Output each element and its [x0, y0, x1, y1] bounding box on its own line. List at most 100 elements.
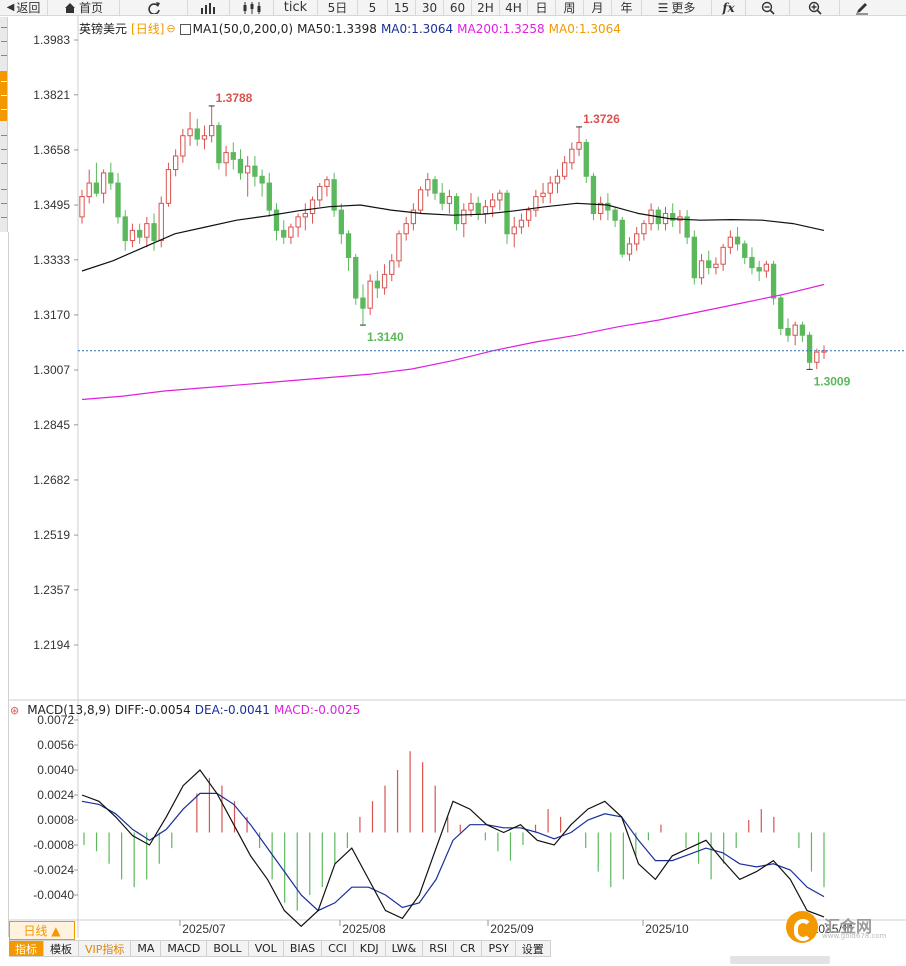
- indicator-tab-2[interactable]: VIP指标: [79, 941, 132, 956]
- zoom-in-button[interactable]: [790, 0, 840, 16]
- function-icon: fx: [722, 0, 735, 15]
- candle-body: [468, 202, 474, 211]
- zoom-out-button[interactable]: [746, 0, 790, 16]
- candle-body: [576, 141, 582, 150]
- candle-body: [691, 236, 697, 279]
- candle-body: [410, 209, 417, 225]
- side-tabs: [0, 17, 8, 232]
- draw-button[interactable]: [840, 0, 884, 16]
- brand-name: 汇金网: [824, 917, 873, 936]
- indicator-tab-3[interactable]: MA: [131, 941, 162, 956]
- side-tab-4[interactable]: [0, 179, 7, 229]
- period-button-9[interactable]: 月: [584, 0, 612, 16]
- ma0-value: MA0:1.3064: [380, 21, 454, 36]
- macd-settings-icon[interactable]: ⊛: [10, 703, 20, 717]
- refresh-button[interactable]: [120, 0, 188, 16]
- candle-body: [497, 192, 503, 201]
- candle-body: [554, 175, 561, 184]
- candle-body: [734, 236, 741, 245]
- macd-y-tick-label: -0.0008: [33, 838, 74, 852]
- indicator-tab-13[interactable]: PSY: [482, 941, 516, 956]
- low-label: 1.3009: [814, 374, 851, 388]
- function-button[interactable]: fx: [712, 0, 746, 16]
- candle-body: [295, 216, 301, 228]
- period-button-2[interactable]: 15: [388, 0, 416, 16]
- period-button-8[interactable]: 周: [556, 0, 584, 16]
- indicator-tab-4[interactable]: MACD: [161, 941, 208, 956]
- candle-body: [252, 165, 258, 177]
- candle-body: [511, 226, 517, 235]
- candle-body: [360, 297, 366, 309]
- home-label: 首页: [78, 1, 103, 15]
- chart-type-button[interactable]: [188, 0, 230, 16]
- back-arrow-icon: ◀: [6, 2, 15, 13]
- candle-body: [713, 263, 719, 269]
- candle-body: [590, 175, 597, 214]
- period-button-1[interactable]: 5: [358, 0, 388, 16]
- candle-body: [136, 229, 143, 238]
- candle-body: [345, 233, 352, 258]
- indicator-tab-7[interactable]: BIAS: [284, 941, 323, 956]
- period-label: 日: [535, 1, 548, 15]
- period-label: 月: [591, 1, 604, 15]
- indicator-tab-5[interactable]: BOLL: [207, 941, 249, 956]
- indicator-tab-1[interactable]: 模板: [44, 941, 79, 956]
- tick-button[interactable]: tick: [274, 0, 318, 16]
- horizontal-scrollbar[interactable]: [730, 956, 830, 964]
- indicator-tab-10[interactable]: LW&: [386, 941, 424, 956]
- period-selector-label: 日线 ▲: [23, 924, 61, 938]
- back-button[interactable]: ◀ 返回: [0, 0, 48, 16]
- macd-y-tick-label: 0.0056: [37, 738, 74, 752]
- settings-icon[interactable]: ⊖: [166, 22, 176, 35]
- x-tick-label: 2025/07: [182, 922, 226, 936]
- brand-url: www.gold678.com: [822, 932, 887, 940]
- indicator-icon[interactable]: [179, 24, 191, 35]
- y-tick-label: 1.2682: [33, 473, 70, 487]
- candles: [79, 105, 827, 370]
- side-tab-2[interactable]: [0, 71, 7, 121]
- x-tick-label: 2025/10: [645, 922, 689, 936]
- candle-body: [648, 209, 654, 225]
- period-button-4[interactable]: 60: [444, 0, 472, 16]
- candle-body: [446, 196, 453, 204]
- indicator-tab-8[interactable]: CCI: [322, 941, 354, 956]
- period-button-10[interactable]: 年: [612, 0, 642, 16]
- candle-body: [742, 243, 748, 258]
- candle-body: [158, 202, 164, 242]
- indicator-tab-14[interactable]: 设置: [516, 941, 551, 956]
- ma50-value: MA50:1.3398: [297, 21, 377, 36]
- period-label: 5日: [327, 1, 348, 15]
- bar-chart-icon: [200, 2, 215, 14]
- period-button-0[interactable]: 5日: [318, 0, 358, 16]
- period-button-5[interactable]: 2H: [472, 0, 500, 16]
- candle-button[interactable]: [230, 0, 274, 16]
- side-tab-1[interactable]: [0, 17, 7, 67]
- period-button-7[interactable]: 日: [528, 0, 556, 16]
- high-label: 1.3788: [216, 91, 253, 105]
- side-divider: [8, 232, 9, 937]
- toolbar: ◀ 返回 首页 tick 5日 5 15 30 60 2H 4H 日 周 月 年 ☰ 更多 fx: [0, 0, 906, 16]
- brand-logo: [786, 911, 818, 943]
- symbol-name: 英镑美元: [79, 22, 128, 36]
- macd-y-tick-label: -0.0040: [33, 888, 74, 902]
- zoom-out-icon: [761, 1, 775, 15]
- candle-body: [518, 219, 525, 228]
- side-tab-3[interactable]: [0, 125, 7, 175]
- period-selector[interactable]: 日线 ▲: [9, 921, 75, 940]
- indicator-tab-6[interactable]: VOL: [249, 941, 284, 956]
- period-button-3[interactable]: 30: [416, 0, 444, 16]
- candle-body: [187, 128, 193, 137]
- main-legend: 英镑美元 [日线] ⊖ MA1(50,0,200,0) MA50:1.3398 …: [79, 20, 625, 37]
- indicator-tab-11[interactable]: RSI: [423, 941, 455, 956]
- indicator-tab-9[interactable]: KDJ: [354, 941, 386, 956]
- home-button[interactable]: 首页: [48, 0, 120, 16]
- more-button[interactable]: ☰ 更多: [642, 0, 712, 16]
- period-tag[interactable]: [日线]: [131, 22, 165, 36]
- candle-body: [489, 199, 496, 208]
- candle-body: [381, 273, 388, 289]
- period-button-6[interactable]: 4H: [500, 0, 528, 16]
- indicator-tab-0[interactable]: 指标: [9, 941, 44, 956]
- candle-body: [698, 260, 705, 279]
- chart-area[interactable]: 1.3983 1.3821 1.3658 1.3495 1.3333 1.3170 1.30…: [0, 0, 906, 940]
- indicator-tab-12[interactable]: CR: [454, 941, 483, 956]
